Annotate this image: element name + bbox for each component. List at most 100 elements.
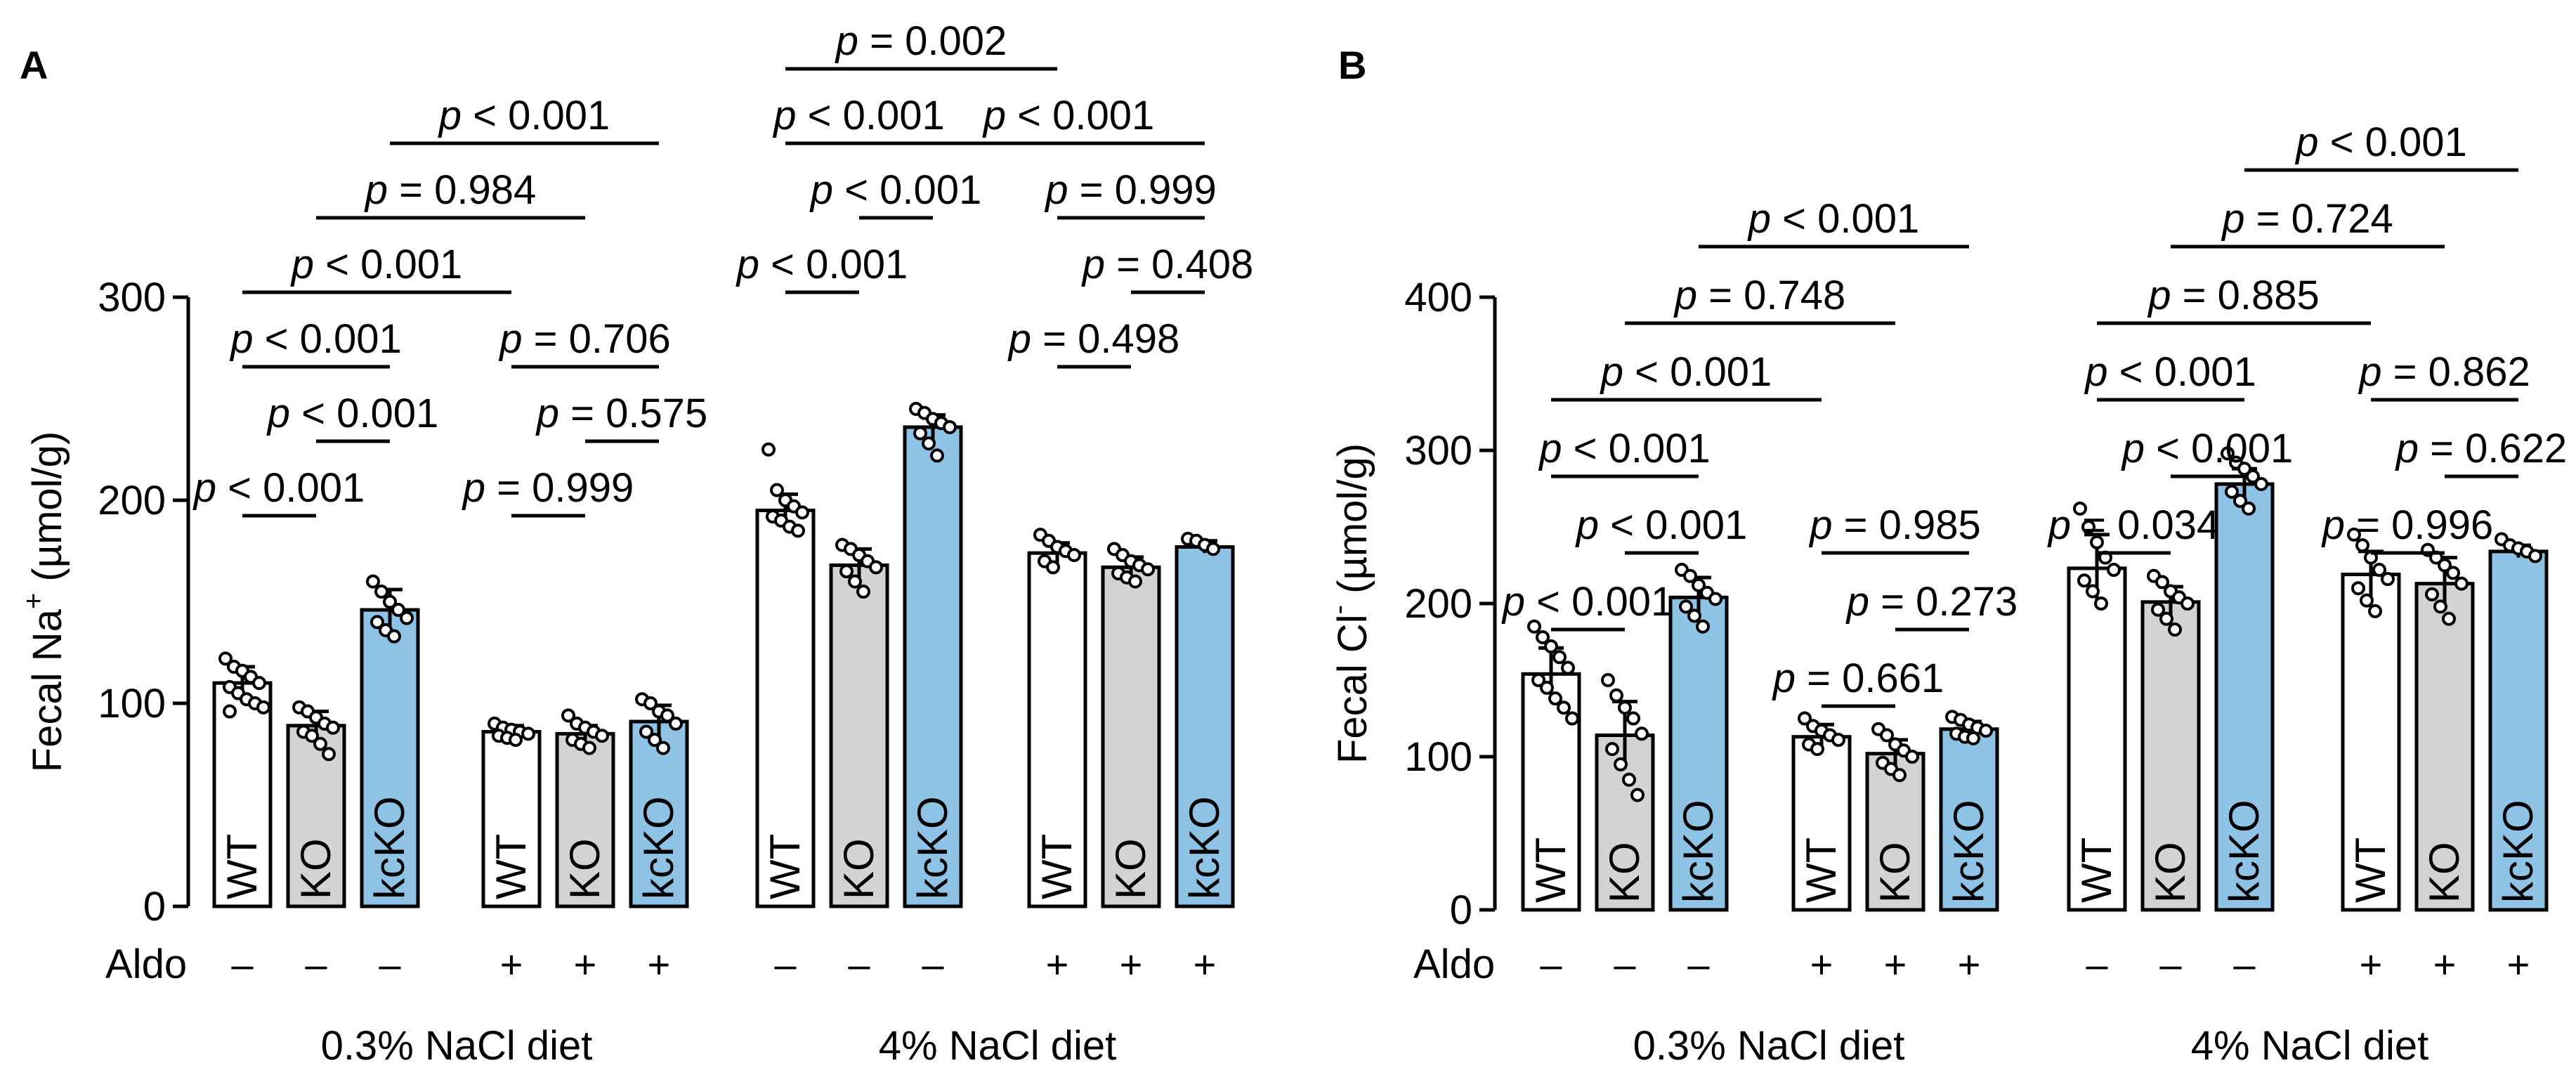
data-point (1609, 688, 1623, 703)
data-point (2438, 558, 2452, 573)
p-value-label: p = 0.724 (2221, 196, 2393, 242)
aldo-label: Aldo (105, 941, 187, 987)
p-value-text: = 0.999 (1068, 167, 1217, 213)
data-point (761, 442, 776, 457)
p-value-text: = 0.996 (2345, 502, 2493, 548)
aldo-minus: – (848, 942, 870, 986)
data-point (2528, 549, 2542, 563)
bar-kcko (2214, 482, 2275, 912)
p-value-text: < 0.001 (2319, 119, 2467, 165)
bar-label: WT (2073, 837, 2120, 903)
data-point (2090, 535, 2104, 549)
data-point (2381, 572, 2395, 587)
data-point (1679, 599, 1693, 614)
data-point (2225, 484, 2239, 499)
p-value-text: < 0.001 (1771, 196, 1919, 242)
data-point (595, 729, 609, 743)
bar-label: kcKO (1945, 800, 1992, 903)
p-symbol: p (835, 18, 858, 64)
data-point (2446, 566, 2460, 580)
bar-kcko (903, 425, 963, 908)
p-symbol: p (1501, 579, 1525, 625)
p-symbol: p (1772, 656, 1796, 701)
p-symbol: p (535, 391, 559, 436)
p-value-label: p = 0.985 (1808, 502, 1981, 548)
data-point (648, 733, 662, 748)
data-point (2073, 501, 2087, 516)
data-point (1067, 548, 1081, 563)
p-symbol: p (192, 465, 216, 511)
y-tick-label: 100 (1404, 734, 1472, 780)
p-value-label: p < 0.001 (2121, 426, 2294, 471)
data-point (1565, 711, 1579, 726)
data-point (1561, 660, 1575, 675)
data-point (795, 505, 809, 520)
aldo-minus: – (1614, 942, 1636, 986)
bar-wt (1791, 735, 1852, 912)
p-symbol: p (2084, 349, 2107, 395)
p-symbol: p (364, 167, 388, 213)
panel-letter: B (1338, 43, 1366, 87)
data-point (2221, 446, 2235, 461)
aldo-minus: – (922, 942, 944, 986)
p-value-label: p < 0.001 (1600, 349, 1772, 395)
data-point (660, 708, 674, 723)
aldo-plus: + (1120, 942, 1143, 986)
p-value-label: p = 0.706 (498, 316, 671, 362)
p-symbol: p (1673, 273, 1697, 318)
data-point (370, 615, 384, 630)
data-point (2077, 573, 2091, 588)
data-point (656, 741, 670, 755)
data-point (1614, 757, 1628, 771)
p-symbol: p (1081, 242, 1105, 287)
p-value-label: p < 0.001 (982, 93, 1155, 138)
bar-label: KO (2421, 842, 2468, 903)
p-symbol: p (2358, 349, 2381, 395)
data-point (1692, 578, 1706, 592)
bar-label: KO (1601, 842, 1648, 903)
y-axis-title-sup: + (18, 593, 49, 609)
data-point (1892, 768, 1907, 783)
data-point (1630, 788, 1645, 802)
data-point (913, 426, 927, 441)
aldo-minus: – (2233, 942, 2256, 986)
p-value-text: = 0.984 (388, 167, 536, 213)
data-point (2360, 593, 2374, 608)
data-point (2237, 462, 2251, 476)
p-value-text: = 0.622 (2419, 426, 2567, 471)
aldo-minus: – (2159, 942, 2182, 986)
data-point (922, 436, 936, 451)
p-value-text: < 0.001 (314, 242, 462, 287)
data-point (643, 696, 658, 710)
p-value-label: p = 0.748 (1673, 273, 1846, 318)
data-point (387, 629, 401, 644)
data-point (1540, 680, 1554, 695)
data-point (2151, 602, 2165, 617)
y-tick-label: 100 (98, 681, 166, 726)
y-tick-label: 200 (98, 478, 166, 523)
data-point (1141, 562, 1155, 577)
group-label: 0.3% NaCl diet (321, 1023, 593, 1069)
p-value-text: < 0.001 (1623, 349, 1772, 395)
aldo-minus: – (231, 942, 254, 986)
p-value-label: p < 0.001 (2294, 119, 2467, 165)
bar-label: WT (1527, 837, 1574, 903)
p-value-label: p = 0.885 (2147, 273, 2320, 318)
data-point (2246, 469, 2260, 484)
p-symbol: p (290, 242, 314, 287)
bar-ko (2414, 582, 2475, 912)
aldo-plus: + (1810, 942, 1833, 986)
y-axis-title: Fecal Cl- (µmol/g) (1323, 443, 1376, 764)
y-axis-title-sup: - (1323, 605, 1354, 614)
data-point (322, 747, 336, 762)
p-value-label: p < 0.001 (772, 93, 945, 138)
p-value-text: = 0.498 (1031, 316, 1179, 362)
data-point (1544, 639, 1558, 654)
p-value-label: p = 0.575 (535, 391, 708, 436)
p-value-text: = 0.724 (2245, 196, 2393, 242)
y-tick-label: 0 (1450, 887, 1472, 933)
data-point (1557, 700, 1571, 715)
data-point (1696, 619, 1710, 634)
p-symbol: p (1007, 316, 1031, 362)
data-point (2181, 597, 2195, 611)
